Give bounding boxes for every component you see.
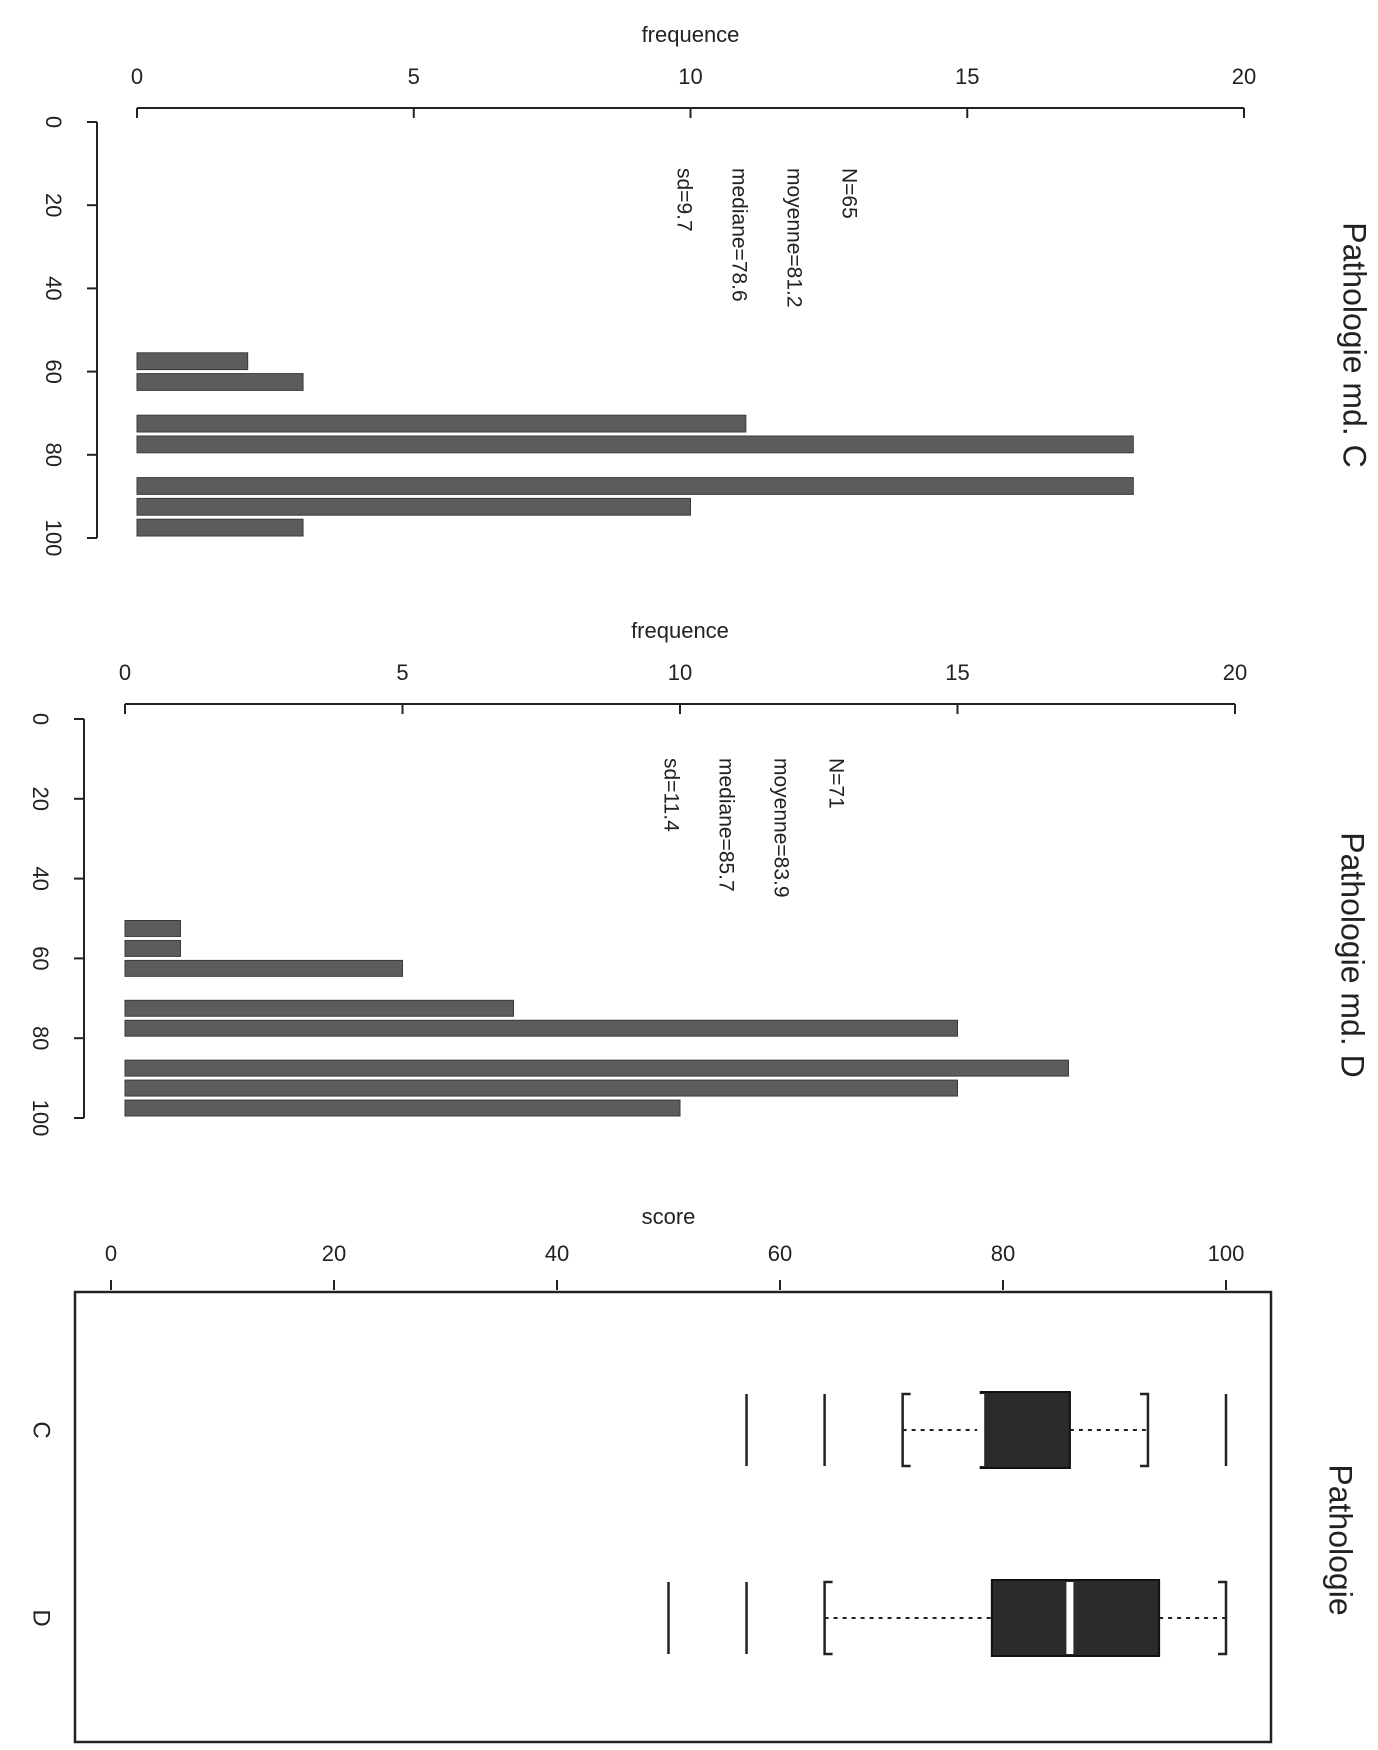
histogram-bar xyxy=(136,477,1134,495)
panel-title: Pathologie md. D xyxy=(1335,832,1371,1077)
boxplot-title: Pathologie xyxy=(1323,1464,1359,1615)
score-tick-label: 100 xyxy=(1208,1241,1245,1266)
histogram-bar xyxy=(124,920,181,937)
score-tick-label: 60 xyxy=(41,359,66,383)
stat-mean: moyenne=83.9 xyxy=(769,758,792,898)
stat-median: mediane=78.6 xyxy=(727,168,750,302)
frequency-tick-label: 0 xyxy=(131,64,143,89)
frequency-tick-label: 5 xyxy=(396,660,408,685)
score-tick-label: 0 xyxy=(28,713,53,725)
histogram-bar xyxy=(136,352,249,371)
score-tick-label: 100 xyxy=(28,1100,53,1137)
upper-whisker-cap xyxy=(1139,1392,1150,1468)
stat-n: N=65 xyxy=(837,168,860,219)
stat-median: mediane=85.7 xyxy=(714,758,737,892)
score-tick-label: 0 xyxy=(105,1241,117,1266)
frequency-tick-label: 15 xyxy=(955,64,979,89)
lower-whisker-cap xyxy=(901,1392,911,1468)
group-label-d: D xyxy=(28,1609,55,1626)
frequency-tick-label: 20 xyxy=(1232,64,1256,89)
histogram-bar xyxy=(136,518,304,537)
score-tick-label: 20 xyxy=(322,1241,346,1266)
boxplot-panel: score 0 20 40 60 80 100 C D Pathologie xyxy=(28,1204,1359,1744)
score-tick-label: 60 xyxy=(28,946,53,970)
score-tick-label: 40 xyxy=(545,1241,569,1266)
score-tick-label: 80 xyxy=(991,1241,1015,1266)
score-tick-label: 80 xyxy=(28,1026,53,1050)
stat-sd: sd=11.4 xyxy=(659,758,682,832)
score-axis-label: score xyxy=(642,1204,696,1229)
group-label-c: C xyxy=(28,1421,55,1438)
score-tick-label: 80 xyxy=(41,443,66,467)
frequency-tick-label: 15 xyxy=(945,660,969,685)
score-tick-label: 40 xyxy=(41,276,66,300)
stat-mean: moyenne=81.2 xyxy=(782,168,805,308)
score-tick-label: 0 xyxy=(41,116,66,128)
frequency-tick-label: 10 xyxy=(668,660,692,685)
histogram-bar xyxy=(136,373,304,391)
histogram-bar xyxy=(124,1099,681,1117)
histogram-bar xyxy=(124,1019,958,1037)
histogram-panel-c: frequence 0 5 10 15 20 0 20 40 60 80 100 N=65 moyenne… xyxy=(41,22,1372,557)
score-tick-label: 40 xyxy=(28,866,53,890)
histogram-bar xyxy=(124,1059,1069,1077)
lower-whisker-cap xyxy=(823,1580,833,1656)
frequency-axis-label: frequence xyxy=(642,22,740,47)
histogram-bar xyxy=(124,999,514,1017)
score-tick-label: 20 xyxy=(41,193,66,217)
frequency-tick-label: 20 xyxy=(1223,660,1247,685)
histogram-bar xyxy=(124,939,181,957)
panel-title: Pathologie md. C xyxy=(1337,222,1373,467)
histogram-bar xyxy=(124,1079,958,1097)
histogram-bar xyxy=(124,959,403,977)
histogram-bar xyxy=(136,414,747,433)
stat-n: N=71 xyxy=(824,758,847,809)
score-tick-label: 60 xyxy=(768,1241,792,1266)
interquartile-box xyxy=(979,1391,1071,1469)
histogram-bar xyxy=(136,497,691,516)
stat-sd: sd=9.7 xyxy=(672,168,695,232)
boxplot-frame xyxy=(73,1290,1273,1744)
score-tick-label: 20 xyxy=(28,787,53,811)
histogram-panel-d: frequence 0 5 10 15 20 0 20 40 60 80 100 N=71 moyenne… xyxy=(28,618,1370,1137)
frequency-tick-label: 5 xyxy=(408,64,420,89)
frequency-tick-label: 0 xyxy=(119,660,131,685)
interquartile-box xyxy=(990,1579,1161,1657)
frequency-tick-label: 10 xyxy=(678,64,702,89)
upper-whisker-cap xyxy=(1218,1580,1228,1656)
histogram-bar xyxy=(136,435,1134,454)
score-tick-label: 100 xyxy=(41,520,66,557)
frequency-axis-label: frequence xyxy=(631,618,729,643)
